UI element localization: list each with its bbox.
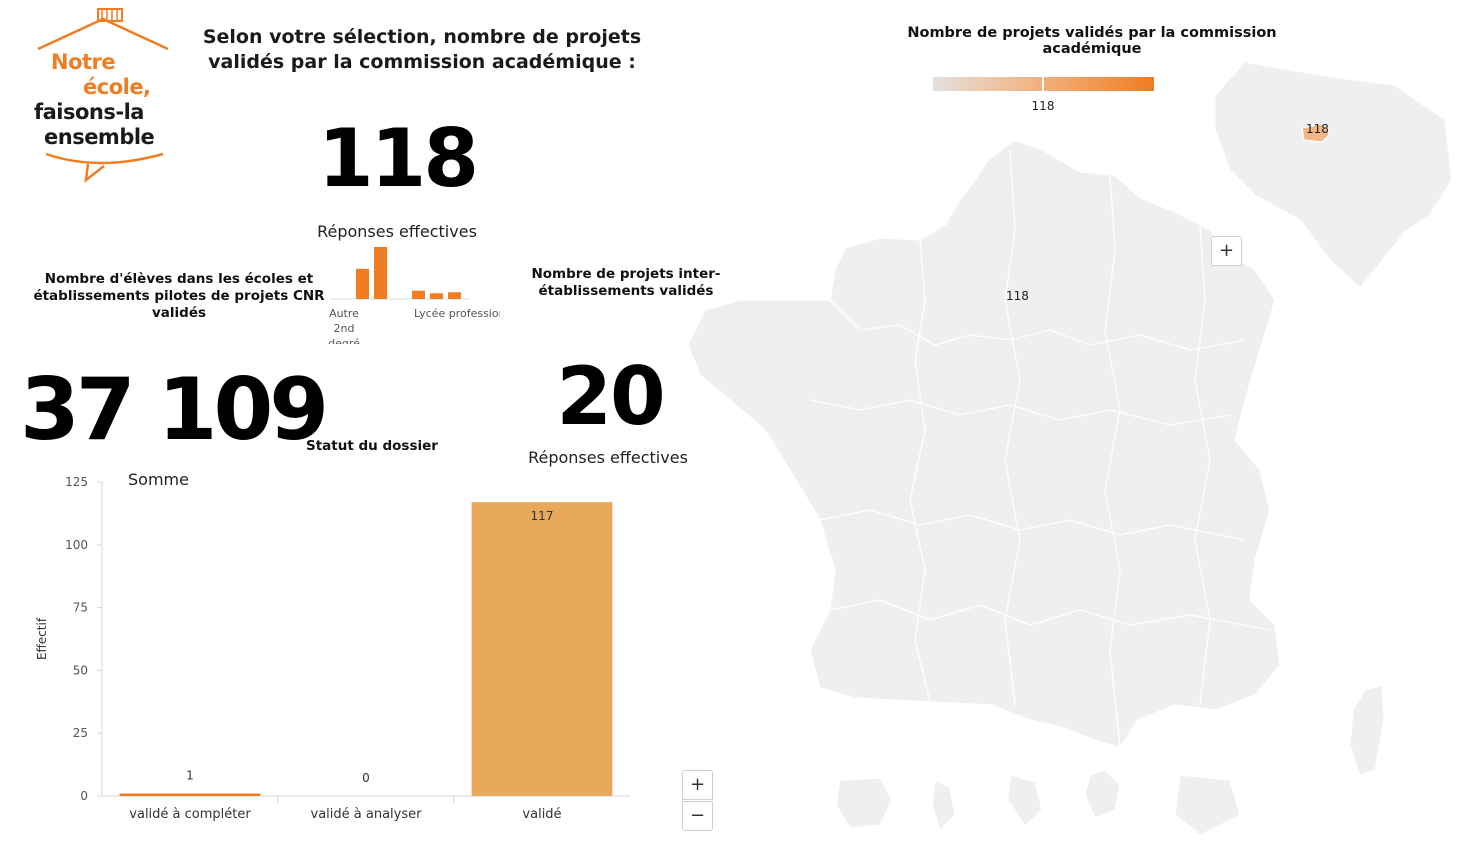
logo-speech-bubble-icon xyxy=(37,8,169,183)
x-tick-label: validé à analyser xyxy=(311,807,423,822)
mainland-france xyxy=(687,139,1281,749)
overseas-martinique xyxy=(1007,774,1043,827)
inter-kpi-subtitle: Réponses effectives xyxy=(528,448,688,467)
statut-label: Statut du dossier xyxy=(306,438,438,454)
logo-text-line: Notre xyxy=(51,50,116,74)
map-title: Nombre de projets validés par la commiss… xyxy=(907,25,1277,57)
overseas-reunion xyxy=(835,777,893,829)
mini-bar-chart-plot xyxy=(330,247,470,300)
inset-idf-region xyxy=(1214,61,1453,289)
france-map-svg[interactable] xyxy=(670,0,1482,866)
y-tick-label: 75 xyxy=(73,601,88,615)
statut-bar-chart-plot: Somme 0 25 50 75 100 125 Effectif 1 validé à comp… xyxy=(35,470,630,822)
mini-chart-bar xyxy=(356,268,369,299)
y-tick-label: 100 xyxy=(65,538,88,552)
bar-data-label: 0 xyxy=(362,771,370,785)
selection-kpi-subtitle: Réponses effectives xyxy=(317,222,477,241)
map-legend-marker xyxy=(1042,77,1044,91)
x-tick-label: validé à compléter xyxy=(129,807,251,822)
map-region-value-label: 118 xyxy=(1006,289,1029,303)
map-legend-value: 118 xyxy=(1031,99,1055,113)
logo: Notre école, faisons-la ensemble xyxy=(28,4,178,186)
y-tick-label: 50 xyxy=(73,663,88,677)
bar[interactable] xyxy=(471,502,613,796)
france-map[interactable] xyxy=(670,0,1482,866)
zoom-in-button[interactable]: + xyxy=(682,770,713,800)
x-tick-label: validé xyxy=(522,807,561,822)
statut-bar-chart: Somme 0 25 50 75 100 125 Effectif 1 validé à comp… xyxy=(30,462,650,834)
inset-idf-paris xyxy=(1301,123,1331,143)
y-tick-label: 0 xyxy=(80,789,88,803)
corsica xyxy=(1349,684,1385,776)
selection-kpi-value: 118 xyxy=(318,112,479,205)
logo-text-line: ensemble xyxy=(44,125,155,149)
zoom-out-button[interactable]: − xyxy=(682,801,713,831)
inter-kpi-label: Nombre de projets inter-établissements v… xyxy=(531,266,721,299)
bar[interactable] xyxy=(119,793,261,796)
mini-chart-tick-label: Lycée profession... xyxy=(414,307,500,320)
mini-chart-bar xyxy=(430,293,443,299)
overseas-mayotte xyxy=(931,779,956,832)
overseas-guyane xyxy=(1174,774,1241,836)
mini-chart-bar xyxy=(412,290,425,299)
bar-data-label: 117 xyxy=(531,509,554,523)
map-inset-value-label: 118 xyxy=(1306,122,1329,136)
chart-title: Somme xyxy=(128,470,189,489)
inter-kpi-value: 20 xyxy=(556,350,665,443)
logo-text-line: faisons-la xyxy=(34,100,144,124)
y-tick-label: 125 xyxy=(65,475,88,489)
bar-data-label: 1 xyxy=(186,768,194,782)
selection-title: Selon votre sélection, nombre de projets… xyxy=(202,26,642,73)
department-borders xyxy=(809,149,1271,749)
map-zoom-in-button[interactable]: + xyxy=(1211,236,1242,266)
y-tick-label: 25 xyxy=(73,726,88,740)
overseas-guadeloupe xyxy=(1084,769,1121,819)
eleves-kpi-value: 37 109 xyxy=(20,360,329,460)
eleves-kpi-label: Nombre d'élèves dans les écoles et établ… xyxy=(33,271,325,321)
mini-bar-chart: Autre 2nd degré Lycée profession... xyxy=(320,238,500,344)
y-axis-label: Effectif xyxy=(35,617,49,660)
mini-chart-tick-label: Autre 2nd degré xyxy=(328,307,360,344)
mini-chart-bar xyxy=(374,247,387,299)
logo-text-line: école, xyxy=(83,75,151,99)
mini-chart-bar xyxy=(448,292,461,299)
